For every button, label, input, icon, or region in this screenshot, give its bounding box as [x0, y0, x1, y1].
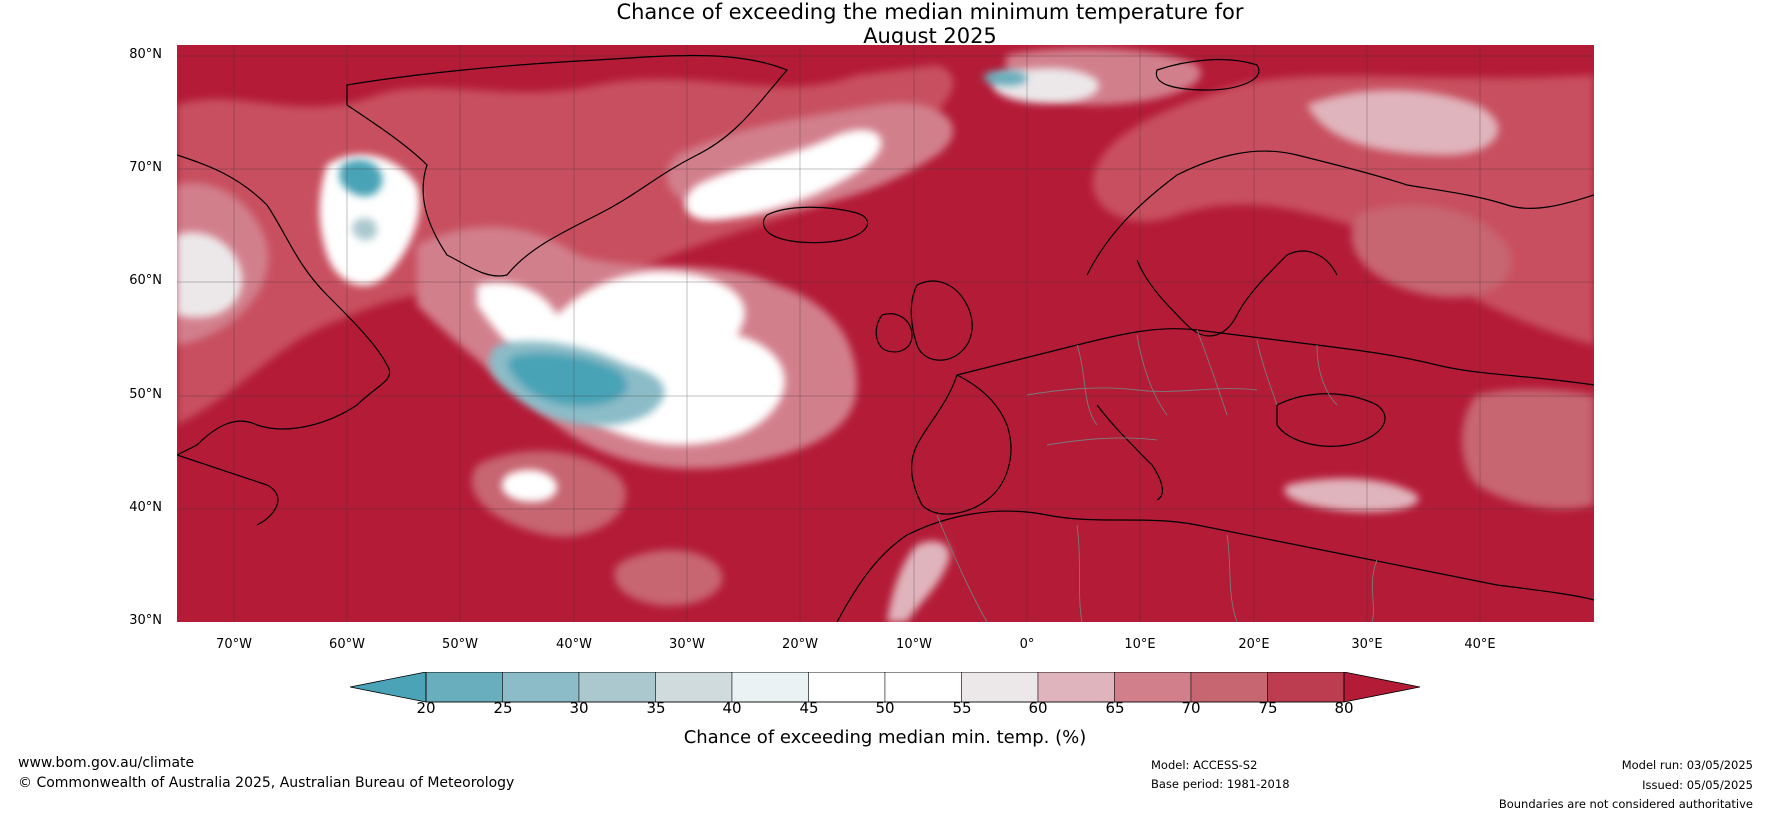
colorbar-title: Chance of exceeding median min. temp. (%… — [683, 727, 1087, 748]
lat-label-30n: 30°N — [129, 613, 162, 628]
copyright-text: © Commonwealth of Australia 2025, Austra… — [18, 775, 515, 791]
colorbar-extend-low — [350, 672, 427, 703]
issued-info: Issued: 05/05/2025 — [1642, 778, 1753, 792]
colorbar-cell — [655, 672, 733, 703]
colorbar-cell — [1114, 672, 1192, 703]
lon-label-50w: 50°W — [442, 637, 478, 652]
lon-label-40e: 40°E — [1464, 637, 1496, 652]
colorbar-cell — [1190, 672, 1268, 703]
lat-label-70n: 70°N — [129, 160, 162, 175]
lon-label-30e: 30°E — [1351, 637, 1383, 652]
colorbar-cell — [502, 672, 580, 703]
colorbar-tick-40: 40 — [722, 699, 742, 717]
colorbar-cell — [808, 672, 886, 703]
colorbar-cell — [884, 672, 962, 703]
colorbar-tick-60: 60 — [1028, 699, 1048, 717]
colorbar-tick-45: 45 — [799, 699, 819, 717]
lat-label-60n: 60°N — [129, 273, 162, 288]
website-link[interactable]: www.bom.gov.au/climate — [18, 755, 195, 771]
colorbar-tick-50: 50 — [875, 699, 895, 717]
lon-label-70w: 70°W — [216, 637, 252, 652]
colorbar-tick-35: 35 — [646, 699, 666, 717]
title-line-1: Chance of exceeding the median minimum t… — [616, 0, 1244, 24]
lon-label-0: 0° — [1019, 637, 1035, 652]
colorbar-tick-25: 25 — [493, 699, 513, 717]
lon-label-30w: 30°W — [669, 637, 705, 652]
colorbar-cell — [425, 672, 503, 703]
colorbar — [350, 672, 1420, 703]
lon-label-10w: 10°W — [896, 637, 932, 652]
lat-label-80n: 80°N — [129, 47, 162, 62]
colorbar-cell — [961, 672, 1039, 703]
lon-label-10e: 10°E — [1124, 637, 1156, 652]
colorbar-tick-30: 30 — [569, 699, 589, 717]
colorbar-tick-80: 80 — [1334, 699, 1354, 717]
forecast-map — [177, 45, 1594, 622]
colorbar-cell — [731, 672, 809, 703]
lon-label-40w: 40°W — [556, 637, 592, 652]
base-period-info: Base period: 1981-2018 — [1151, 777, 1290, 791]
colorbar-tick-65: 65 — [1105, 699, 1125, 717]
lat-label-40n: 40°N — [129, 500, 162, 515]
title-line-2: August 2025 — [863, 24, 997, 48]
lon-label-20e: 20°E — [1238, 637, 1270, 652]
colorbar-tick-20: 20 — [416, 699, 436, 717]
graticule — [177, 45, 1594, 622]
coastlines — [177, 54, 1594, 622]
map-canvas — [177, 45, 1594, 622]
lat-label-50n: 50°N — [129, 387, 162, 402]
colorbar-cell — [1037, 672, 1115, 703]
model-info: Model: ACCESS-S2 — [1151, 758, 1258, 772]
colorbar-extend-high — [1343, 672, 1420, 703]
colorbar-tick-55: 55 — [952, 699, 972, 717]
lon-label-60w: 60°W — [329, 637, 365, 652]
colorbar-cell — [1267, 672, 1345, 703]
colorbar-tick-75: 75 — [1258, 699, 1278, 717]
lon-label-20w: 20°W — [782, 637, 818, 652]
country-borders — [936, 329, 1378, 622]
model-run-info: Model run: 03/05/2025 — [1621, 758, 1753, 772]
disclaimer-text: Boundaries are not considered authoritat… — [1498, 797, 1753, 811]
colorbar-cell — [578, 672, 656, 703]
colorbar-tick-70: 70 — [1181, 699, 1201, 717]
